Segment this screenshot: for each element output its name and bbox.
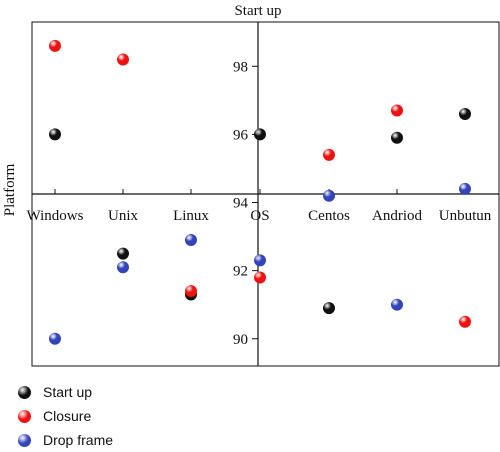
start-up-point — [459, 107, 471, 120]
x-tick-label: Linux — [173, 208, 209, 224]
x-tick-label: Unbutun — [439, 208, 492, 224]
closure-point — [323, 148, 335, 161]
y-tick-label: 92 — [233, 264, 248, 280]
drop-frame-point — [185, 233, 197, 246]
legend-item: Drop frame — [18, 428, 113, 452]
x-tick-label: Centos — [308, 208, 350, 224]
y-tick-label: 96 — [233, 127, 249, 143]
closure-point — [185, 285, 197, 298]
legend-label: Drop frame — [43, 432, 114, 448]
x-tick-label: Windows — [27, 208, 84, 224]
legend-marker — [18, 409, 31, 423]
drop-frame-point — [391, 298, 403, 311]
y-tick-label: 90 — [233, 332, 248, 348]
x-tick-label: Andriod — [372, 208, 422, 224]
y-axis-ticks: 90 92 94 96 98 — [233, 59, 258, 348]
legend-label: Closure — [43, 408, 92, 424]
legend-marker — [18, 385, 31, 399]
legend-marker — [18, 433, 31, 447]
closure-point — [49, 39, 61, 52]
drop-frame-point — [254, 254, 266, 267]
start-up-point — [391, 131, 403, 144]
y-tick-label: 98 — [233, 59, 248, 75]
chart-title: Start up — [234, 3, 281, 19]
y-axis-label: Platform — [2, 163, 18, 216]
legend-label: Start up — [43, 384, 93, 400]
start-up-point — [117, 247, 129, 260]
closure-point — [254, 271, 266, 284]
drop-frame-point — [459, 182, 471, 195]
start-up-point — [323, 302, 335, 315]
y-tick-label: 94 — [233, 196, 249, 212]
start-up-point — [254, 128, 266, 141]
drop-frame-point — [323, 189, 335, 202]
drop-frame-point — [49, 332, 61, 345]
closure-point — [117, 53, 129, 66]
x-tick-label: OS — [250, 208, 269, 224]
data-points — [49, 39, 471, 345]
legend-item: Closure — [18, 404, 113, 428]
legend-item: Start up — [18, 380, 113, 404]
drop-frame-point — [117, 261, 129, 274]
closure-point — [391, 104, 403, 117]
legend: Start up Closure Drop frame — [18, 380, 113, 452]
start-up-point — [49, 128, 61, 141]
x-tick-label: Unix — [108, 208, 139, 224]
closure-point — [459, 315, 471, 328]
